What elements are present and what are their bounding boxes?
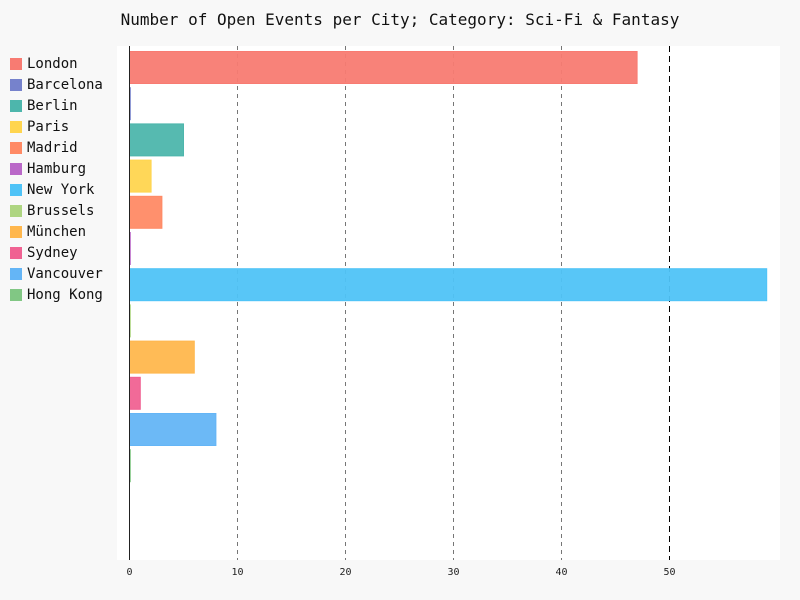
legend-swatch <box>10 57 22 70</box>
legend-swatch <box>10 267 22 280</box>
legend-swatch <box>10 162 22 175</box>
legend: London Barcelona Berlin Paris Madrid Hamburg N… <box>10 53 103 305</box>
x-tick-label-30: 30 <box>447 567 459 578</box>
bar-berlin <box>129 123 184 157</box>
legend-swatch <box>10 78 22 91</box>
x-tick-label-20: 20 <box>339 567 351 578</box>
legend-item: Barcelona <box>10 74 103 95</box>
legend-swatch <box>10 141 22 154</box>
legend-label: Vancouver <box>27 265 103 282</box>
legend-swatch <box>10 246 22 259</box>
legend-item: Hamburg <box>10 158 103 179</box>
x-tick-label-50: 50 <box>663 567 675 578</box>
legend-label: Brussels <box>27 202 95 219</box>
legend-swatch <box>10 225 22 238</box>
legend-item: Sydney <box>10 242 103 263</box>
legend-label: New York <box>27 181 95 198</box>
legend-swatch <box>10 99 22 112</box>
legend-item: Berlin <box>10 95 103 116</box>
legend-item: Paris <box>10 116 103 137</box>
legend-swatch <box>10 204 22 217</box>
bar-london <box>129 51 638 84</box>
legend-swatch <box>10 183 22 196</box>
chart-title: Number of Open Events per City; Category… <box>120 10 680 29</box>
legend-label: Sydney <box>27 244 78 261</box>
legend-item: München <box>10 221 103 242</box>
legend-item: Brussels <box>10 200 103 221</box>
x-tick-label-10: 10 <box>231 567 243 578</box>
bar-new-york <box>129 268 768 302</box>
legend-item: Hong Kong <box>10 284 103 305</box>
legend-label: Madrid <box>27 139 78 156</box>
x-tick-label-40: 40 <box>555 567 567 578</box>
legend-item: London <box>10 53 103 74</box>
legend-label: München <box>27 223 87 240</box>
bar-münchen <box>129 340 195 374</box>
legend-label: Barcelona <box>27 76 103 93</box>
legend-label: Paris <box>27 118 70 135</box>
bar-vancouver <box>129 413 217 446</box>
legend-label: Hamburg <box>27 160 87 177</box>
bar-paris <box>129 159 152 193</box>
plot-background <box>117 46 780 560</box>
legend-item: Madrid <box>10 137 103 158</box>
legend-label: London <box>27 55 78 72</box>
bar-sydney <box>129 376 141 410</box>
legend-label: Berlin <box>27 97 78 114</box>
bar-madrid <box>129 195 163 229</box>
legend-item: New York <box>10 179 103 200</box>
legend-item: Vancouver <box>10 263 103 284</box>
legend-swatch <box>10 288 22 301</box>
legend-label: Hong Kong <box>27 286 103 303</box>
legend-swatch <box>10 120 22 133</box>
x-tick-label-0: 0 <box>126 567 132 578</box>
